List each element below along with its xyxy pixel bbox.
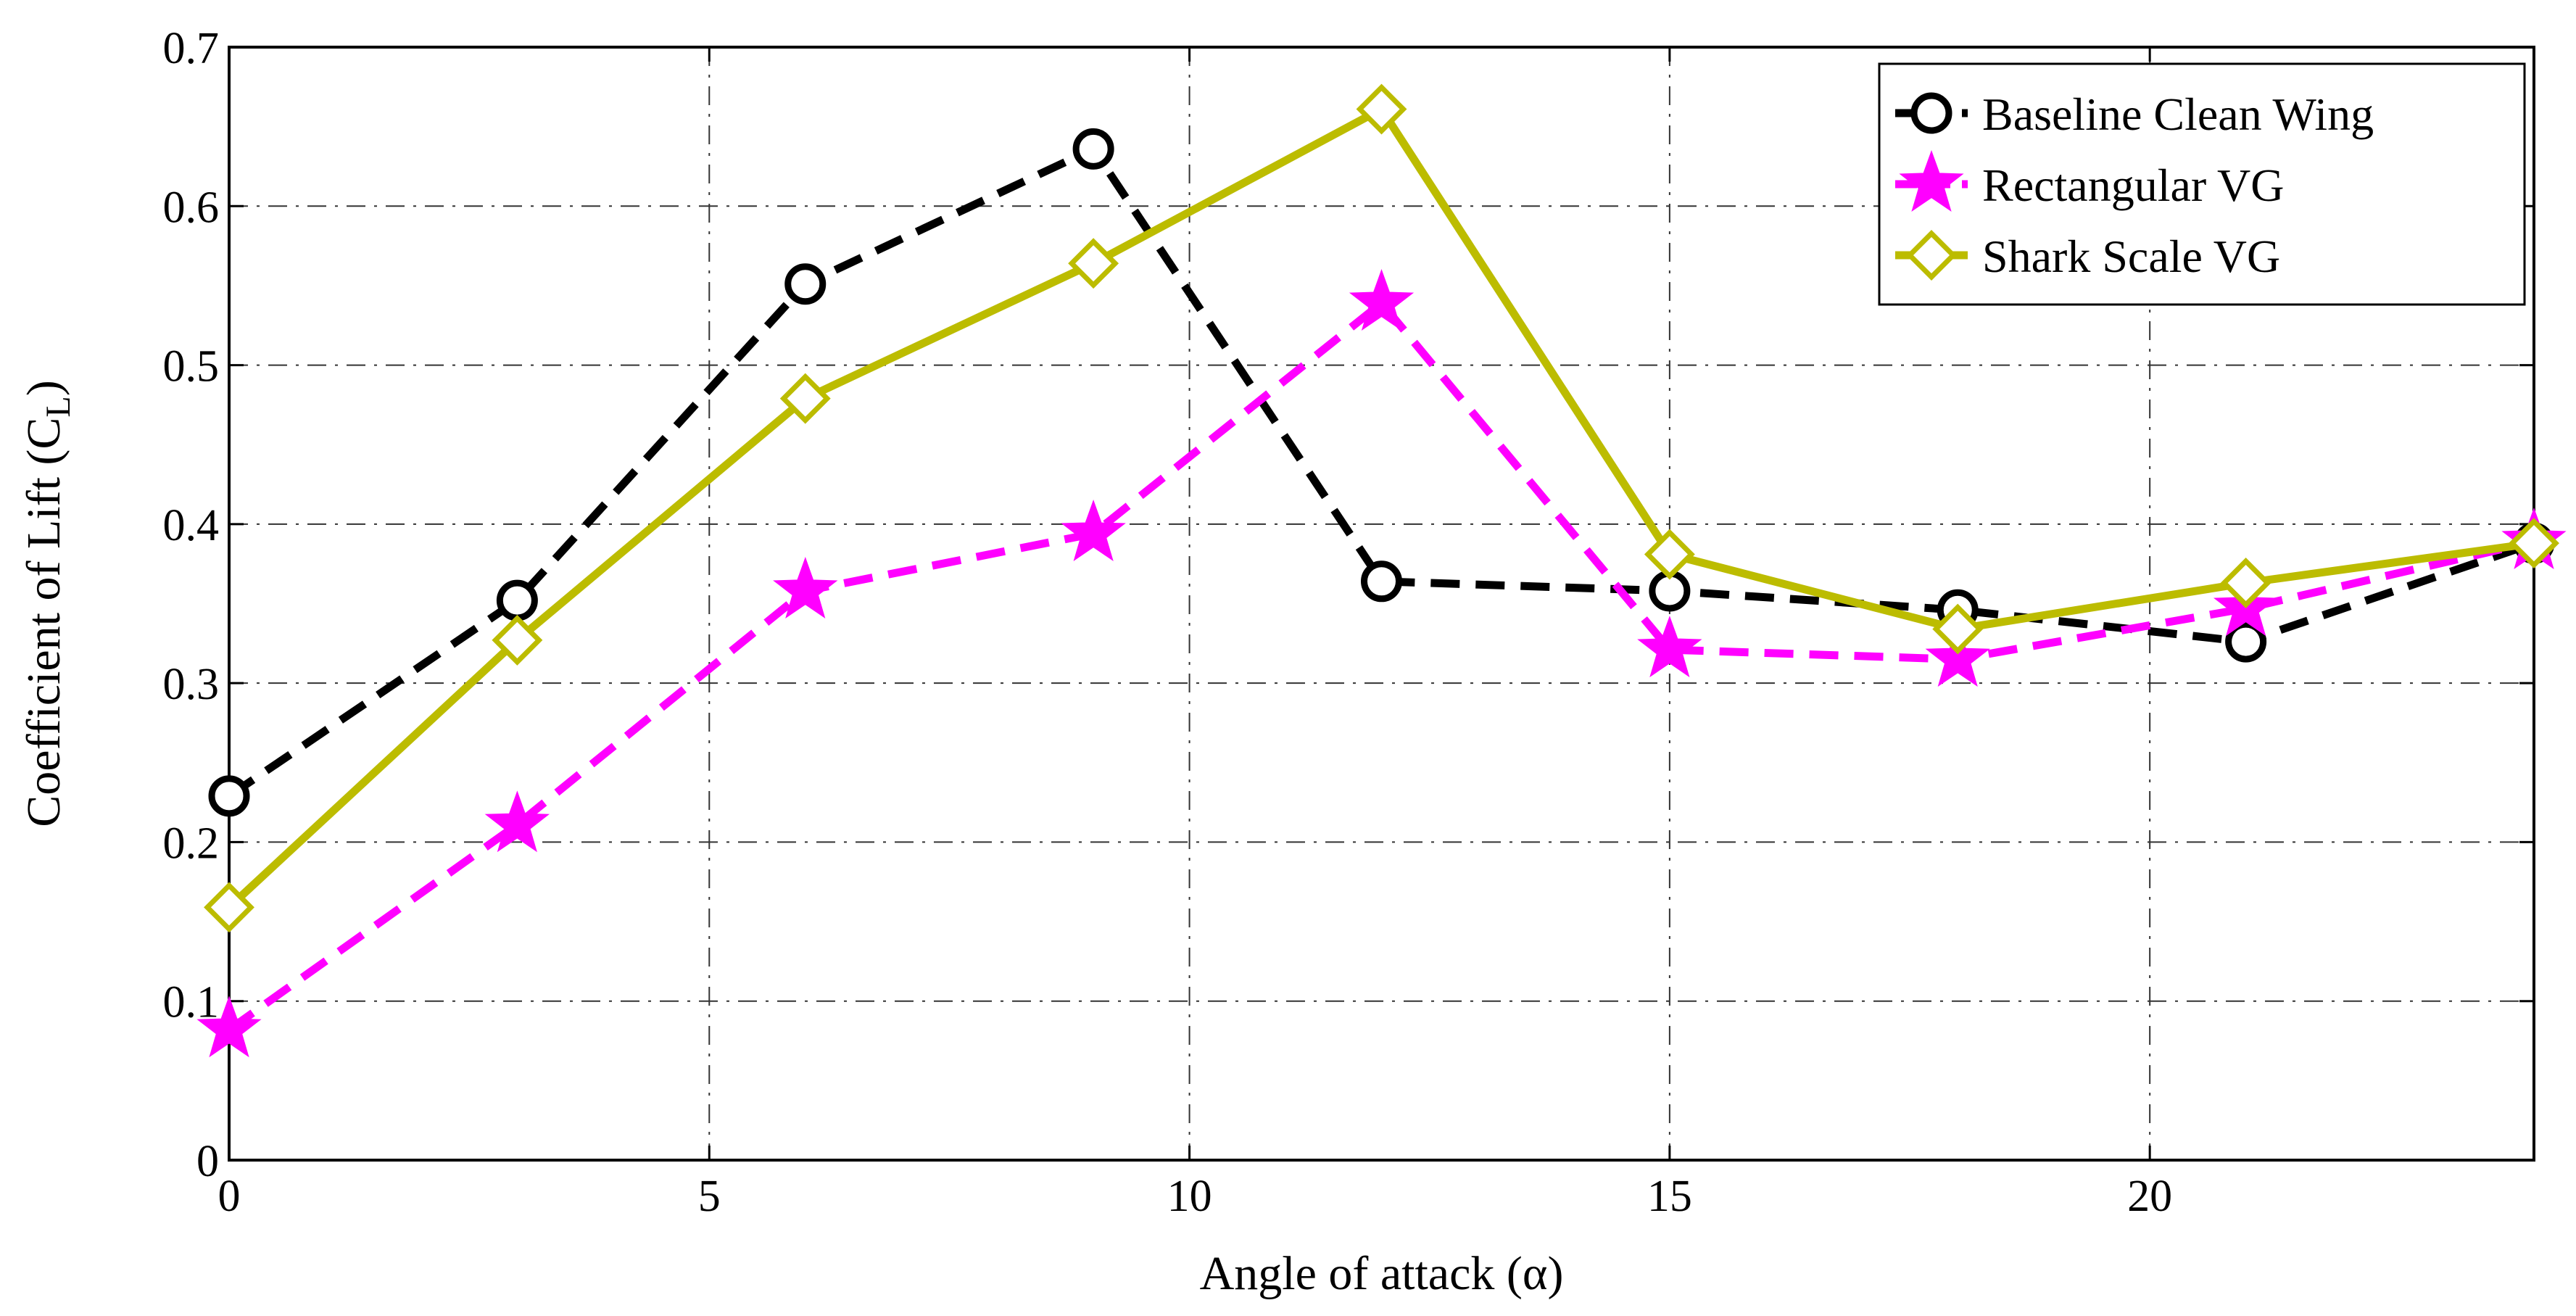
- legend-label: Baseline Clean Wing: [1982, 88, 2374, 140]
- data-point-shark-scale-vg: [492, 614, 543, 666]
- data-point-baseline-clean-wing: [784, 263, 827, 305]
- data-point-shark-scale-vg: [1644, 529, 1695, 580]
- legend-box: [1878, 62, 2526, 306]
- y-tick-label: 0: [196, 1137, 219, 1186]
- data-point-rectangular-vg: [484, 790, 550, 853]
- x-tick-label: 20: [2127, 1172, 2172, 1221]
- legend-marker-swatch: [1906, 230, 1957, 281]
- data-point-baseline-clean-wing: [1361, 560, 1402, 603]
- data-point-rectangular-vg: [1349, 269, 1415, 331]
- x-tick-label: 10: [1167, 1172, 1212, 1221]
- legend-item-rectangular-vg: Rectangular VG: [1895, 150, 2284, 212]
- y-tick-label: 0.3: [163, 660, 220, 709]
- data-point-rectangular-vg: [1925, 625, 1990, 687]
- series-shark-scale-vg: [204, 83, 2559, 933]
- x-tick-label: 0: [218, 1172, 241, 1221]
- legend: Baseline Clean Wing Rectangular VG Shark S…: [1878, 62, 2526, 306]
- y-tick-label: 0.6: [163, 183, 220, 232]
- series-line-baseline-clean-wing: [226, 144, 2535, 800]
- legend-marker-swatch: [1910, 92, 1952, 134]
- x-tick-label: 15: [1647, 1172, 1692, 1221]
- y-tick-label: 0.5: [163, 342, 220, 392]
- legend-label: Shark Scale VG: [1982, 231, 2280, 282]
- legend-label: Rectangular VG: [1982, 160, 2284, 211]
- data-point-shark-scale-vg: [2220, 558, 2271, 608]
- x-axis-title: Angle of attack (α): [1200, 1247, 1564, 1300]
- data-point-rectangular-vg: [1637, 616, 1702, 678]
- data-point-baseline-clean-wing: [496, 579, 538, 621]
- plot-area-frame: [228, 46, 2535, 1162]
- x-tick-label: 5: [698, 1172, 721, 1221]
- series-group: [196, 83, 2567, 1058]
- data-point-shark-scale-vg: [204, 882, 254, 933]
- legend-item-baseline-clean-wing: Baseline Clean Wing: [1895, 88, 2374, 140]
- data-point-baseline-clean-wing: [1072, 128, 1114, 170]
- y-axis-title: Coefficient of Lift (CL): [17, 380, 78, 827]
- y-tick-label: 0.2: [163, 819, 220, 868]
- series-line-rectangular-vg: [226, 299, 2535, 1033]
- y-axis-title-main: Coefficient of Lift (C: [17, 418, 70, 827]
- legend-marker-swatch: [1899, 150, 1964, 212]
- y-axis-title-subscript: L: [39, 396, 78, 417]
- data-point-shark-scale-vg: [779, 373, 831, 424]
- data-point-shark-scale-vg: [2509, 518, 2559, 569]
- data-point-rectangular-vg: [1061, 500, 1126, 561]
- data-point-rectangular-vg: [196, 996, 262, 1058]
- data-point-shark-scale-vg: [1356, 83, 1407, 135]
- y-tick-label: 0.7: [163, 24, 220, 73]
- data-point-baseline-clean-wing: [2225, 621, 2267, 663]
- data-point-shark-scale-vg: [1932, 603, 1984, 655]
- y-tick-label: 0.4: [163, 501, 220, 550]
- y-axis-title-close: ): [17, 380, 70, 396]
- data-point-shark-scale-vg: [1068, 238, 1119, 289]
- data-point-rectangular-vg: [773, 557, 838, 618]
- data-point-baseline-clean-wing: [208, 775, 250, 817]
- legend-item-shark-scale-vg: Shark Scale VG: [1895, 230, 2280, 282]
